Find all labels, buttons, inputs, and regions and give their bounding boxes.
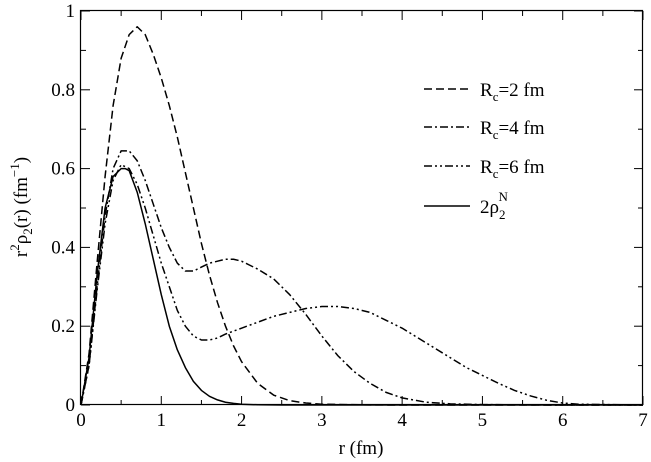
- x-tick-label: 4: [397, 410, 407, 431]
- y-tick-label: 0.6: [51, 159, 75, 180]
- y-tick-label: 0.8: [51, 80, 75, 101]
- x-tick-label: 2: [237, 410, 247, 431]
- legend: Rc=2 fm Rc=4 fm Rc=6 fm 2ρ2N: [424, 80, 545, 222]
- legend-label-rho2n: 2ρ2N: [480, 189, 508, 222]
- series-line-1: [80, 150, 643, 406]
- legend-label-rc6: Rc=6 fm: [480, 157, 545, 181]
- x-tick-label: 0: [76, 410, 86, 431]
- series-lines: [80, 26, 644, 406]
- series-line-0: [80, 26, 643, 406]
- x-tick-label: 3: [317, 410, 327, 431]
- y-tick-label: 0.2: [51, 316, 75, 337]
- x-tick-label: 6: [558, 410, 568, 431]
- series-line-2: [80, 163, 644, 406]
- legend-label-rc4: Rc=4 fm: [480, 118, 545, 142]
- legend-label-rc2: Rc=2 fm: [480, 80, 545, 104]
- y-axis-label: r2ρ2(r) (fm−1): [7, 157, 35, 257]
- x-tick-label: 7: [638, 410, 648, 431]
- y-tick-label: 0: [66, 395, 76, 416]
- y-tick-label: 1: [66, 1, 76, 22]
- x-tick-label: 5: [478, 410, 488, 431]
- y-tick-label: 0.4: [51, 237, 75, 258]
- tick-marks: [80, 10, 644, 406]
- plot-frame: [79, 9, 644, 406]
- x-axis-label: r (fm): [339, 438, 384, 459]
- x-tick-label: 1: [157, 410, 167, 431]
- tick-labels: 0 1 2 3 4 5 6 7 0 0.2 0.4 0.6 0.8 1: [51, 1, 648, 431]
- series-line-3: [80, 167, 643, 406]
